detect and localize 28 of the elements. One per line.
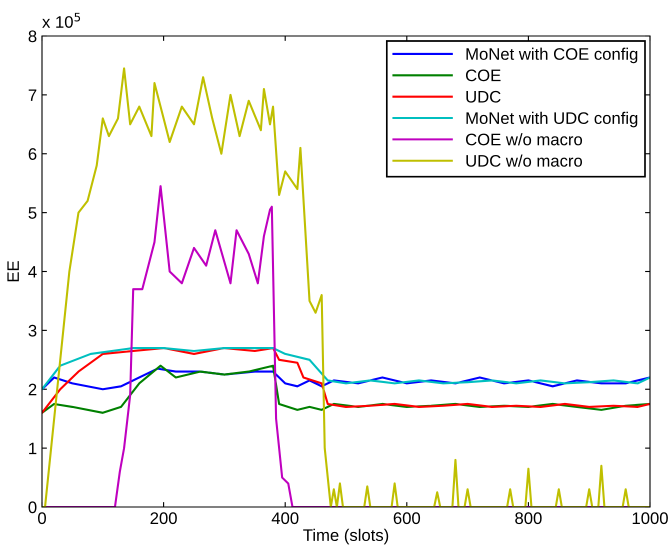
legend-label: COE	[466, 69, 501, 82]
y-tick-label: 6	[28, 148, 36, 160]
y-tick-label: 8	[28, 30, 36, 42]
y-tick-label: 7	[28, 89, 36, 101]
line-series	[42, 346, 650, 390]
y-tick-label: 5	[28, 207, 36, 219]
line-series	[42, 346, 650, 414]
legend-label: UDC w/o macro	[466, 154, 582, 167]
legend-label: UDC	[466, 90, 501, 103]
x-tick-label: 800	[515, 512, 542, 524]
y-tick-label: 1	[29, 442, 36, 454]
legend-label: MoNet with COE config	[466, 48, 638, 64]
line-series	[42, 368, 650, 390]
y-tick-label: 0	[28, 501, 36, 514]
y-axis-title: EE	[7, 261, 19, 282]
y-tick-label: 3	[28, 324, 36, 337]
line-series	[42, 364, 650, 414]
x-tick-label: 200	[150, 512, 177, 524]
y-tick-label: 4	[28, 266, 37, 278]
x-tick-label: 400	[272, 512, 298, 524]
text: x 10$^{5}$	[42, 12, 80, 28]
x-axis-title: Time (slots)	[303, 528, 388, 544]
x-tick-label: 0	[38, 512, 46, 524]
x-tick-label: 1000	[632, 512, 668, 524]
x-tick-label: 600	[394, 512, 420, 524]
y-tick-label: 2	[28, 384, 36, 396]
legend-label: MoNet with UDC config	[466, 112, 638, 128]
legend-label: COE w/o macro	[466, 133, 582, 146]
